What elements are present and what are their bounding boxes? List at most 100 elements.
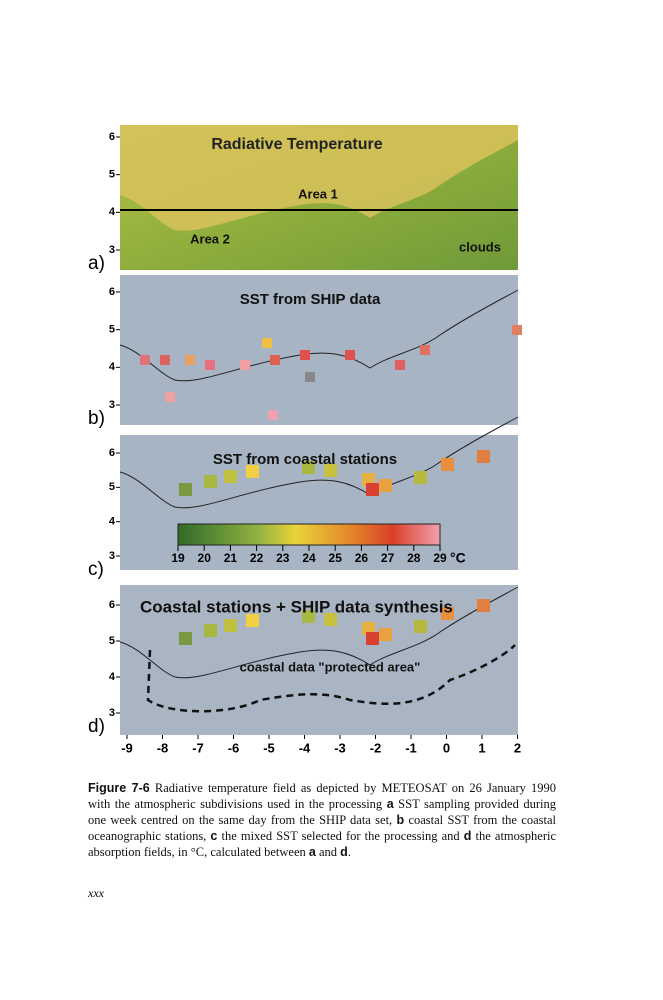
y-tick-label: 6 (109, 599, 115, 611)
y-tick-label: 3 (109, 550, 115, 562)
ship-sample (395, 360, 405, 370)
panel-note: clouds (459, 239, 501, 254)
caption-label: Figure 7-6 (88, 781, 150, 795)
colorbar-tick-label: 23 (276, 551, 290, 565)
x-tick-label: -7 (192, 740, 204, 755)
x-tick-label: 1 (478, 740, 485, 755)
caption-text: the atmospheric absorption fields, in °C… (88, 829, 556, 859)
panel-label: b) (88, 408, 105, 429)
ship-sample (262, 338, 272, 348)
y-tick-label: 3 (109, 244, 115, 256)
x-tick-label: 0 (443, 740, 450, 755)
colorbar-unit: °C (450, 550, 466, 566)
ship-sample (420, 345, 430, 355)
panel-title: SST from coastal stations (213, 451, 397, 468)
colorbar-tick-label: 20 (198, 551, 212, 565)
ship-sample (270, 355, 280, 365)
y-tick-label: 4 (109, 206, 116, 218)
x-tick-label: -5 (263, 740, 275, 755)
coastal-station (302, 610, 315, 623)
coastal-station (246, 614, 259, 627)
caption-text: d (340, 845, 348, 859)
caption-text: the mixed SST selected for the processin… (217, 829, 464, 843)
coastal-station (362, 473, 375, 486)
ship-sample (512, 325, 522, 335)
y-tick-label: 6 (109, 131, 115, 143)
coastal-station (414, 620, 427, 633)
coastal-station (324, 613, 337, 626)
coastal-station (414, 471, 427, 484)
ship-sample (160, 355, 170, 365)
caption-text: coastal SST from the coastal oceanograph… (88, 813, 556, 843)
ship-sample (268, 410, 278, 420)
panel-note: Area 2 (190, 231, 230, 246)
caption-text: . (347, 845, 351, 859)
coastal-station (366, 632, 379, 645)
panel-note: Area 1 (298, 186, 338, 201)
coastline (119, 416, 519, 509)
coastal-station (224, 470, 237, 483)
y-tick-label: 5 (109, 635, 115, 647)
ship-sample (240, 360, 250, 370)
caption-text: d (463, 829, 472, 843)
y-tick-label: 5 (109, 324, 115, 336)
x-tick-label: 2 (514, 740, 521, 755)
caption-text: and (315, 845, 341, 859)
coastal-station (204, 475, 217, 488)
y-tick-label: 4 (109, 516, 116, 528)
caption-text: a (386, 797, 394, 811)
panel-label: d) (88, 716, 105, 737)
footer: xxx (88, 886, 104, 900)
y-tick-label: 4 (109, 671, 116, 683)
x-tick-label: -1 (405, 740, 417, 755)
y-tick-label: 6 (109, 286, 115, 298)
figure: Radiative Temperature Area 1 Area 2 clouds 6… (88, 125, 522, 755)
coastal-station (204, 624, 217, 637)
x-tick-label: -2 (370, 740, 382, 755)
panel-label: a) (88, 253, 105, 274)
caption-text: c (210, 829, 218, 843)
coastal-station (477, 450, 490, 463)
colorbar-tick-label: 22 (250, 551, 264, 565)
protected-area-boundary (146, 644, 516, 713)
coastal-station (302, 461, 315, 474)
land-area (120, 125, 518, 231)
y-tick-label: 3 (109, 399, 115, 411)
ship-sample (305, 372, 315, 382)
coastal-station (379, 628, 392, 641)
colorbar-tick-label: 19 (171, 551, 185, 565)
y-tick-label: 3 (109, 707, 115, 719)
ship-sample (140, 355, 150, 365)
panel-background (120, 435, 518, 570)
ship-sample (300, 350, 310, 360)
x-tick-label: -4 (299, 740, 311, 755)
caption-text: Radiative temperature field as depicted … (88, 781, 557, 811)
panel-note: coastal data "protected area" (240, 659, 421, 674)
coastal-station (246, 465, 259, 478)
coastal-station (324, 464, 337, 477)
coastal-station (441, 607, 454, 620)
colorbar-tick-label: 26 (355, 551, 369, 565)
coastal-station (366, 483, 379, 496)
colorbar (177, 523, 441, 546)
coastal-station (379, 479, 392, 492)
caption-text: b (396, 813, 405, 827)
caption-text: SST sampling provided during one week ce… (88, 797, 556, 827)
colorbar-tick-label: 24 (302, 551, 316, 565)
colorbar-tick-label: 25 (329, 551, 343, 565)
panel-background (120, 275, 518, 425)
colorbar-tick-label: 28 (407, 551, 421, 565)
y-tick-label: 5 (109, 169, 115, 181)
x-tick-label: -8 (157, 740, 169, 755)
coastline (119, 289, 519, 382)
x-tick-label: -3 (334, 740, 346, 755)
ship-sample (185, 355, 195, 365)
ship-sample (165, 392, 175, 402)
colorbar-tick-label: 21 (224, 551, 238, 565)
y-tick-label: 5 (109, 481, 115, 493)
coastal-station (179, 632, 192, 645)
caption-text: a (308, 845, 316, 859)
panel-title: SST from SHIP data (240, 291, 381, 308)
panel-title: Coastal stations + SHIP data synthesis (140, 597, 453, 616)
